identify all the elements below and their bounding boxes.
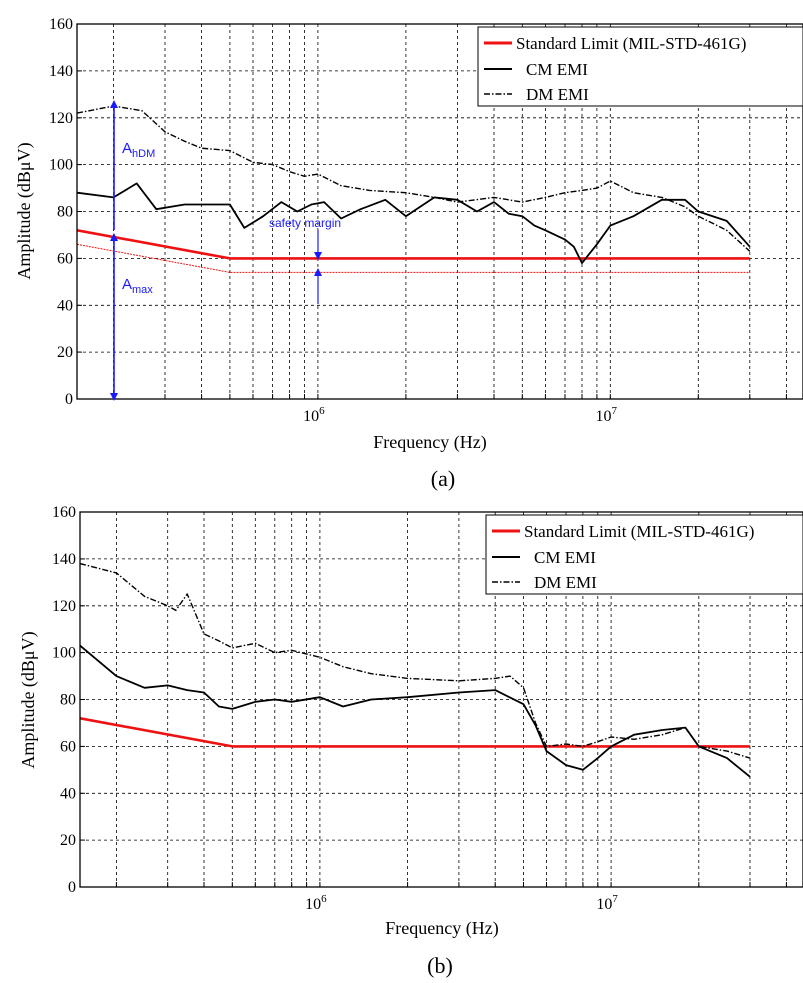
x-axis-label-a: Frequency (Hz) [373,432,486,453]
caption-a: (a) [431,466,455,491]
x-tick-label-b-0: 106 [305,893,327,913]
series-a-3 [77,105,751,252]
series-b-0 [80,717,750,748]
y-tick-label-a-1: 20 [57,344,73,361]
y-tick-label-b-2: 40 [60,785,76,802]
series-a-1 [77,243,750,273]
chart-panel-a: 0 20 40 60 80 100 120 140 160 106 107 Frequency (H… [14,16,803,491]
legend-b: Standard Limit (MIL-STD-461G) CM EMI DM … [485,514,803,595]
legend-label-dm-a: DM EMI [526,85,589,104]
series-a-0 [77,229,750,260]
legend-label-cm-b: CM EMI [534,548,596,567]
ticks-a: 0 20 40 60 80 100 120 140 160 106 107 [49,16,787,425]
legend-label-cm-a: CM EMI [526,60,588,79]
y-tick-label-b-4: 80 [60,692,76,709]
x-axis-label-b: Frequency (Hz) [385,918,498,939]
annotations-a: AhDM Amax safety margin [110,100,341,401]
series-a-2 [77,182,751,265]
y-tick-label-b-6: 120 [52,598,76,615]
series-b [80,562,751,778]
x-tick-label-a-1: 107 [596,405,618,425]
y-axis-label-b: Amplitude (dBμV) [18,631,39,768]
y-tick-label-b-1: 20 [60,832,76,849]
legend-a: Standard Limit (MIL-STD-461G) CM EMI DM … [477,26,803,107]
y-tick-label-b-5: 100 [52,645,76,662]
y-tick-label-b-7: 140 [52,551,76,568]
legend-label-limit-b: Standard Limit (MIL-STD-461G) [524,522,754,541]
y-tick-label-a-0: 0 [65,391,73,408]
y-tick-label-b-3: 60 [60,738,76,755]
y-tick-label-a-3: 60 [57,250,73,267]
x-tick-label-b-1: 107 [596,893,618,913]
legend-box-b [485,514,803,595]
x-tick-label-a-0: 106 [303,405,325,425]
label-safety-margin: safety margin [269,216,341,230]
legend-label-limit-a: Standard Limit (MIL-STD-461G) [516,34,746,53]
y-tick-label-b-8: 160 [52,504,76,521]
series-b-2 [80,562,751,759]
y-tick-label-a-6: 120 [49,110,73,127]
chart-panel-b: 0 20 40 60 80 100 120 140 160 106 107 Frequency (H… [18,504,803,978]
ticks-b: 0 20 40 60 80 100 120 140 160 106 107 [52,504,787,913]
y-axis-label-a: Amplitude (dBμV) [14,142,35,279]
y-tick-label-a-5: 100 [49,157,73,174]
y-tick-label-a-4: 80 [57,204,73,221]
y-tick-label-a-2: 40 [57,297,73,314]
series-b-1 [80,644,751,778]
series-a [77,105,751,273]
y-tick-label-a-7: 140 [49,63,73,80]
legend-label-dm-b: DM EMI [534,573,597,592]
label-a-max: Amax [122,276,153,296]
y-tick-label-b-0: 0 [68,879,76,896]
caption-b: (b) [427,953,453,978]
y-tick-label-a-8: 160 [49,16,73,33]
legend-box-a [477,26,803,107]
label-a-hdm: AhDM [122,140,155,160]
